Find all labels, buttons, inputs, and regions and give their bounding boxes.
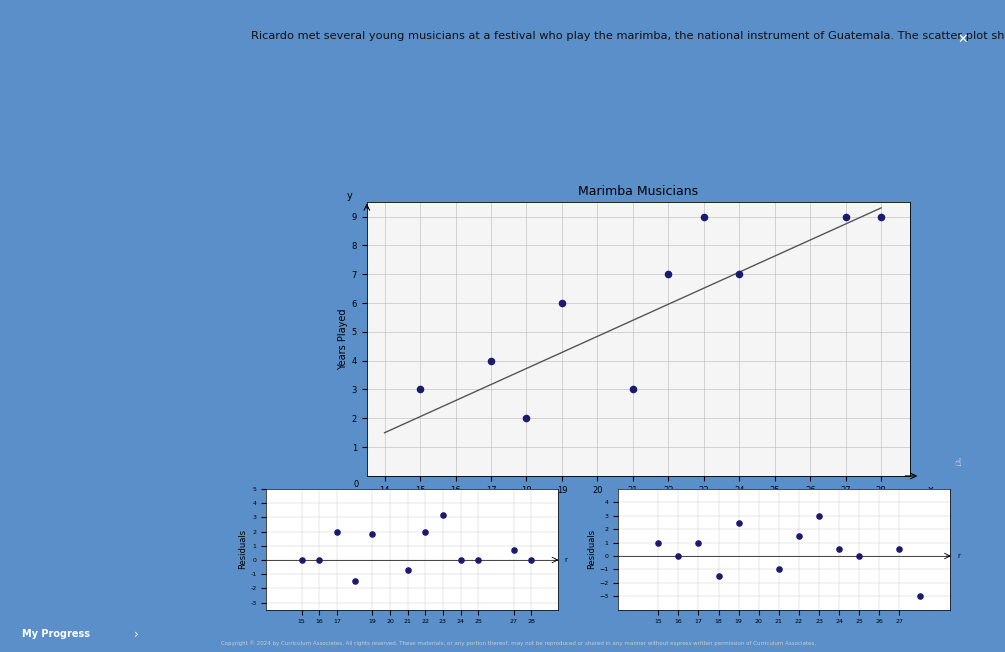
Point	[732, 269, 748, 280]
Text: ☝: ☝	[954, 458, 961, 468]
Point	[690, 537, 707, 548]
Point	[771, 564, 787, 574]
Title: Marimba Musicians: Marimba Musicians	[578, 185, 698, 198]
Point	[811, 511, 827, 521]
Point	[837, 211, 853, 222]
Point	[851, 551, 867, 561]
Text: y: y	[346, 191, 352, 201]
Point	[470, 555, 486, 565]
Text: r: r	[565, 557, 568, 563]
Point	[891, 544, 908, 554]
Point	[400, 565, 416, 575]
X-axis label: Age: Age	[627, 497, 649, 507]
Point	[791, 531, 807, 541]
Point	[293, 555, 310, 565]
Point	[312, 555, 328, 565]
Point	[412, 384, 428, 394]
Y-axis label: Residuals: Residuals	[238, 529, 247, 569]
Point	[417, 526, 433, 537]
Point	[554, 298, 570, 308]
Point	[731, 517, 747, 527]
Point	[695, 211, 712, 222]
Point	[873, 211, 889, 222]
Point	[329, 526, 345, 537]
Text: x: x	[928, 484, 933, 495]
Point	[650, 537, 666, 548]
Point	[506, 545, 522, 556]
Point	[670, 551, 686, 561]
Point	[831, 544, 847, 554]
Text: 0: 0	[354, 481, 359, 490]
Y-axis label: Years Played: Years Played	[338, 308, 348, 370]
Point	[452, 555, 468, 565]
Point	[519, 413, 535, 424]
Point	[711, 571, 727, 582]
Text: r: r	[958, 553, 961, 559]
Point	[660, 269, 676, 280]
Point	[364, 529, 380, 540]
Point	[524, 555, 540, 565]
Text: Copyright © 2024 by Curriculum Associates. All rights reserved. These materials,: Copyright © 2024 by Curriculum Associate…	[221, 641, 816, 647]
Text: ✕: ✕	[957, 33, 968, 46]
Point	[347, 576, 363, 586]
Text: My Progress: My Progress	[22, 629, 90, 639]
Point	[435, 509, 451, 520]
Point	[483, 355, 499, 366]
Text: Ricardo met several young musicians at a festival who play the marimba, the nati: Ricardo met several young musicians at a…	[250, 31, 1005, 41]
Text: ›: ›	[134, 628, 139, 640]
Point	[912, 591, 928, 601]
Point	[625, 384, 641, 394]
Y-axis label: Residuals: Residuals	[587, 529, 596, 569]
